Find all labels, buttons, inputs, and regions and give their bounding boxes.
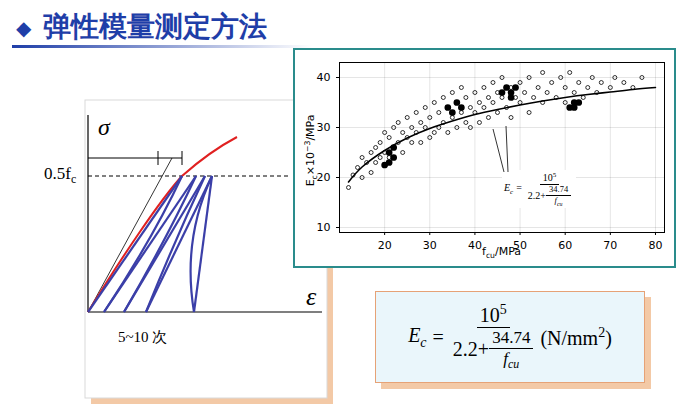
svg-text:40: 40	[317, 71, 331, 84]
svg-text:10: 10	[317, 221, 331, 234]
svg-text:70: 70	[603, 239, 617, 252]
svg-text:30: 30	[317, 121, 331, 134]
svg-text:40: 40	[468, 239, 482, 252]
svg-text:60: 60	[558, 239, 572, 252]
svg-text:30: 30	[423, 239, 437, 252]
svg-text:80: 80	[648, 239, 662, 252]
svg-text:20: 20	[378, 239, 392, 252]
